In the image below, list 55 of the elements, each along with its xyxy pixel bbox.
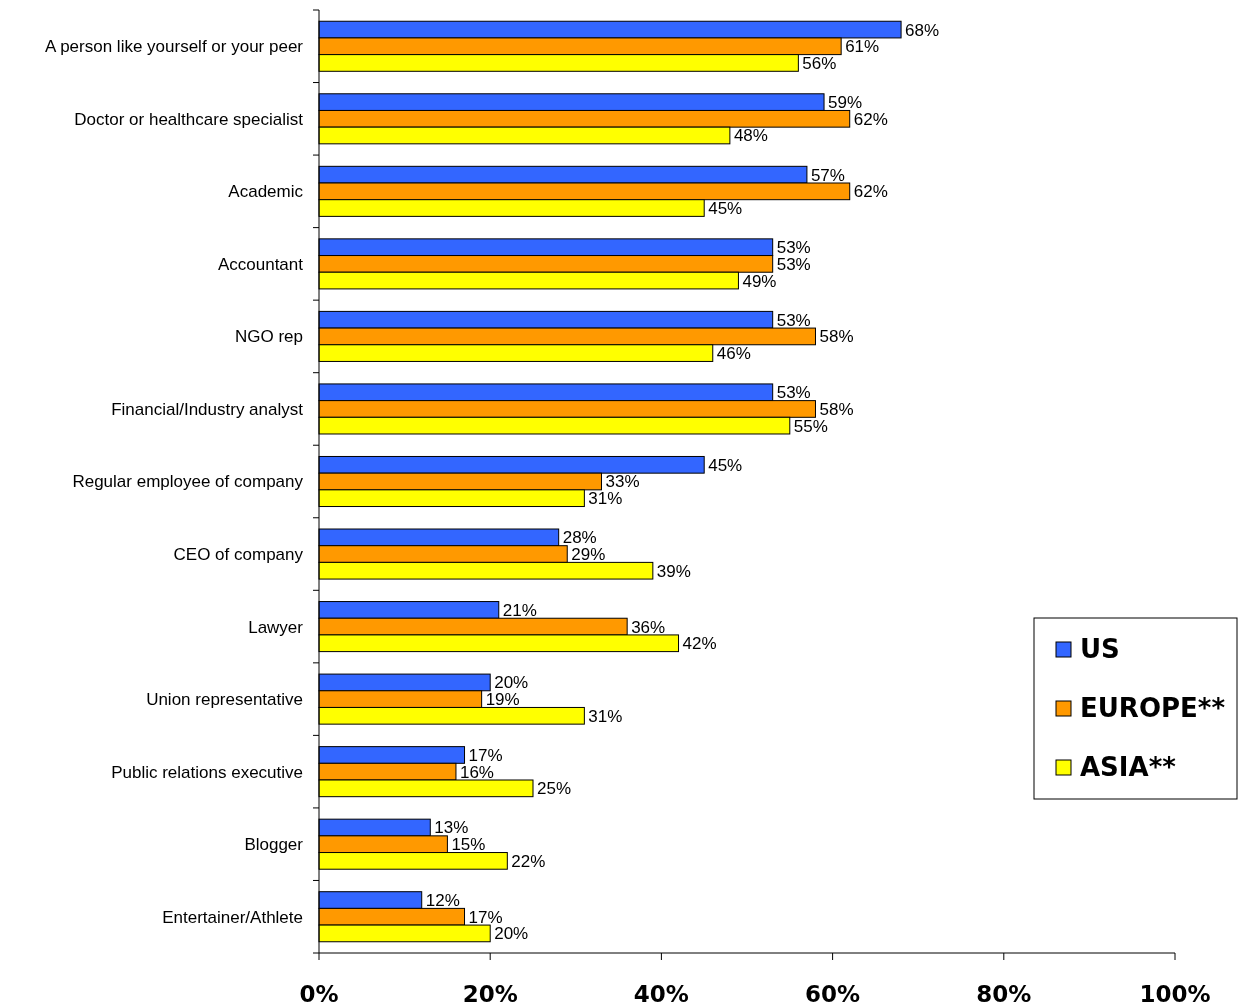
data-label: 21% [502, 600, 537, 620]
data-label: 12% [425, 891, 460, 910]
data-label: 16% [459, 762, 494, 782]
legend-label: ASIA** [1080, 752, 1177, 783]
data-label: 49% [742, 271, 777, 291]
y-tick-label: Blogger [244, 835, 304, 855]
x-tick-label: 100% [1139, 981, 1211, 1006]
y-tick-label: CEO of company [173, 544, 304, 564]
data-label: 45% [708, 198, 743, 218]
data-label: 61% [845, 37, 880, 57]
data-label: 33% [605, 472, 640, 492]
data-label: 31% [588, 489, 623, 509]
y-tick-label: Public relations executive [111, 762, 303, 782]
y-tick-label: Entertainer/Athlete [162, 907, 303, 927]
x-tick-label: 40% [633, 981, 689, 1006]
data-label: 56% [802, 53, 837, 73]
data-label: 42% [682, 634, 717, 654]
data-label: 46% [716, 344, 751, 364]
y-tick-label: Regular employee of company [72, 472, 304, 492]
legend-label: US [1080, 634, 1120, 665]
data-label: 25% [537, 779, 572, 799]
data-label: 31% [588, 706, 623, 726]
x-tick-label: 60% [805, 981, 861, 1006]
y-tick-label: Academic [228, 182, 304, 202]
data-label: 48% [733, 126, 768, 146]
y-tick-label: Doctor or healthcare specialist [74, 109, 304, 129]
x-tick-label: 80% [976, 981, 1032, 1006]
data-label: 36% [631, 617, 666, 637]
y-tick-label: Financial/Industry analyst [111, 399, 304, 419]
data-label: 13% [434, 818, 469, 838]
data-label: 58% [819, 399, 854, 419]
data-label: 15% [451, 835, 486, 855]
data-label: 53% [776, 383, 811, 403]
x-tick-label: 0% [299, 981, 339, 1006]
data-label: 57% [810, 165, 845, 185]
data-label: 68% [905, 20, 940, 40]
y-tick-label: Lawyer [248, 617, 304, 637]
y-tick-label: A person like yourself or your peer [45, 37, 304, 57]
data-label: 45% [708, 455, 743, 475]
data-label: 22% [511, 851, 546, 871]
data-label: 19% [485, 690, 520, 710]
data-label: 58% [819, 327, 854, 347]
legend-label: EUROPE** [1080, 693, 1226, 724]
x-tick-label: 20% [462, 981, 518, 1006]
data-label: 17% [468, 745, 503, 765]
data-label: 39% [656, 561, 691, 581]
data-label: 55% [793, 416, 828, 436]
data-label: 20% [494, 673, 529, 693]
y-tick-label: Union representative [146, 690, 303, 710]
data-label: 62% [853, 182, 888, 202]
data-label: 53% [776, 310, 811, 330]
data-label: 20% [494, 924, 529, 944]
y-tick-label: Accountant [217, 254, 304, 274]
data-label: 17% [468, 907, 503, 927]
y-tick-label: NGO rep [234, 327, 303, 347]
